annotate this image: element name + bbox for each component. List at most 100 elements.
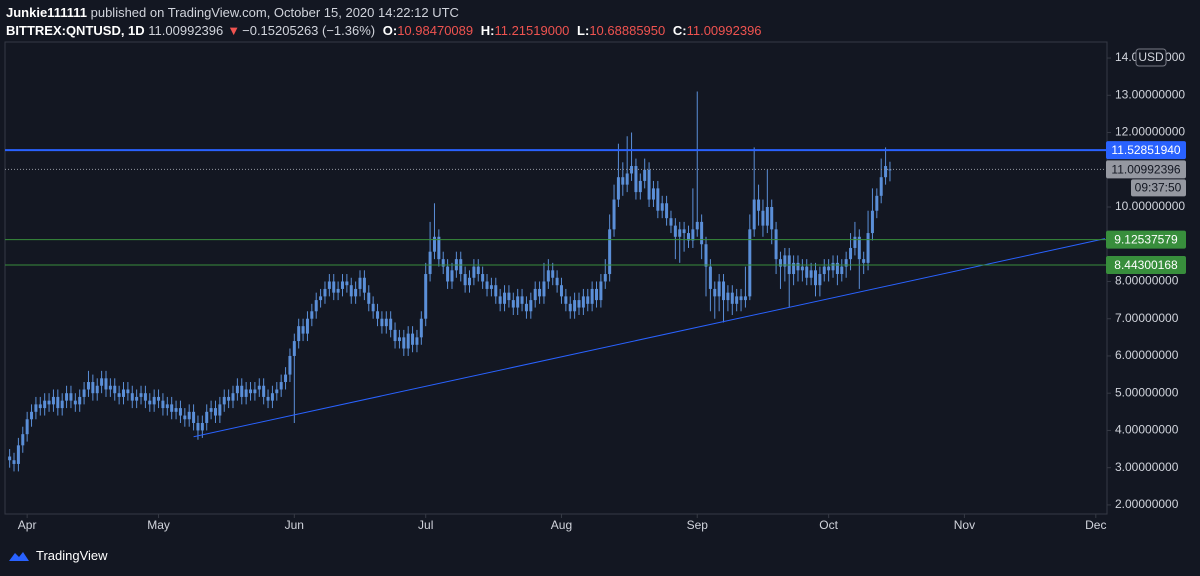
candle-body (862, 259, 866, 263)
candle-body (270, 393, 274, 401)
x-tick-label: May (147, 518, 170, 532)
candle-body (266, 396, 270, 401)
candle-body (301, 326, 305, 334)
candle-body (450, 270, 454, 282)
candle-body (735, 296, 739, 304)
candle-body (796, 262, 800, 271)
candle-body (240, 385, 244, 397)
candle-body (135, 396, 139, 401)
candle-body (411, 333, 415, 345)
candle-body (104, 378, 108, 390)
candle-body (8, 456, 12, 461)
level-badge (1106, 255, 1186, 274)
candle-body (638, 180, 642, 193)
candle-body (139, 393, 143, 397)
y-tick-label: 13.00000000 (1115, 87, 1185, 101)
candle-body (209, 408, 213, 412)
candle-body (284, 374, 288, 383)
candle-body (319, 296, 323, 301)
candle-body (757, 199, 761, 211)
change: −0.15205263 (−1.36%) (242, 23, 376, 38)
candle-body (599, 281, 603, 301)
ohlc-value: 10.68885950 (589, 23, 666, 38)
candle-body (314, 300, 318, 312)
candle-body (183, 415, 187, 420)
ohlc-value: 10.98470089 (397, 23, 474, 38)
candle-body (660, 203, 664, 211)
candle-body (192, 411, 196, 423)
candle-body (800, 266, 804, 271)
x-tick-label: Apr (18, 518, 37, 532)
candle-body (595, 288, 599, 301)
candle-body (336, 288, 340, 293)
y-tick-label: 5.00000000 (1115, 385, 1179, 399)
candle-body (402, 337, 406, 349)
currency-badge (1135, 48, 1167, 67)
y-tick-label: 3.00000000 (1115, 460, 1179, 474)
candle-body (371, 303, 375, 312)
candle-body (174, 408, 178, 412)
candle-body (730, 292, 734, 304)
candle-body (157, 396, 161, 401)
symbol: BITTREX:QNTUSD, 1D (6, 23, 145, 38)
candle-body (415, 337, 419, 345)
candle-body (428, 251, 432, 275)
candle-body (91, 382, 95, 394)
candle-body (262, 385, 266, 397)
candle-body (814, 270, 818, 286)
candle-body (743, 296, 747, 301)
candle-body (108, 385, 112, 390)
candle-body (511, 300, 515, 308)
countdown-badge (1131, 179, 1186, 197)
candle-body (380, 318, 384, 327)
candle-body (468, 277, 472, 286)
candle-body (143, 393, 147, 401)
candle-body (770, 206, 774, 230)
candle-body (884, 166, 888, 178)
candle-body (503, 292, 507, 304)
brand: TradingView (36, 548, 108, 563)
candle-body (616, 177, 620, 200)
candle-body (888, 169, 892, 171)
candle-body (56, 396, 60, 409)
candle-body (722, 281, 726, 301)
candle-body (463, 274, 467, 286)
currency-label: USD (1138, 50, 1164, 64)
candle-body (774, 229, 778, 260)
candle-body (170, 404, 174, 412)
candle-body (345, 281, 349, 286)
candle-body (498, 296, 502, 304)
candle-body (446, 266, 450, 282)
candle-body (113, 385, 117, 394)
level-badge (1106, 160, 1186, 179)
candle-body (691, 229, 695, 241)
candle-body (603, 274, 607, 282)
candle-body (686, 233, 690, 241)
change-arrow: ▼ (227, 23, 241, 38)
candle-body (305, 318, 309, 334)
candle-body (384, 318, 388, 327)
candle-body (354, 288, 358, 297)
candle-body (612, 199, 616, 230)
candle-body (472, 266, 476, 278)
candle-body (310, 311, 314, 319)
y-tick-label: 6.00000000 (1115, 348, 1179, 362)
y-tick-label: 10.00000000 (1115, 199, 1185, 213)
candle-body (634, 166, 638, 193)
candle-body (481, 274, 485, 282)
candle-body (783, 255, 787, 267)
candle-body (752, 199, 756, 230)
candle-body (507, 292, 511, 301)
candle-body (205, 411, 209, 423)
candle-body (12, 460, 16, 464)
candle-body (38, 404, 42, 409)
candle-body (494, 285, 498, 297)
candle-body (227, 396, 231, 401)
candle-body (546, 270, 550, 282)
candle-body (516, 296, 520, 308)
candle-body (857, 236, 861, 260)
level-label: 8.44300168 (1114, 258, 1178, 272)
x-tick-label: Nov (954, 518, 975, 532)
y-tick-label: 12.00000000 (1115, 125, 1185, 139)
candle-body (187, 411, 191, 420)
